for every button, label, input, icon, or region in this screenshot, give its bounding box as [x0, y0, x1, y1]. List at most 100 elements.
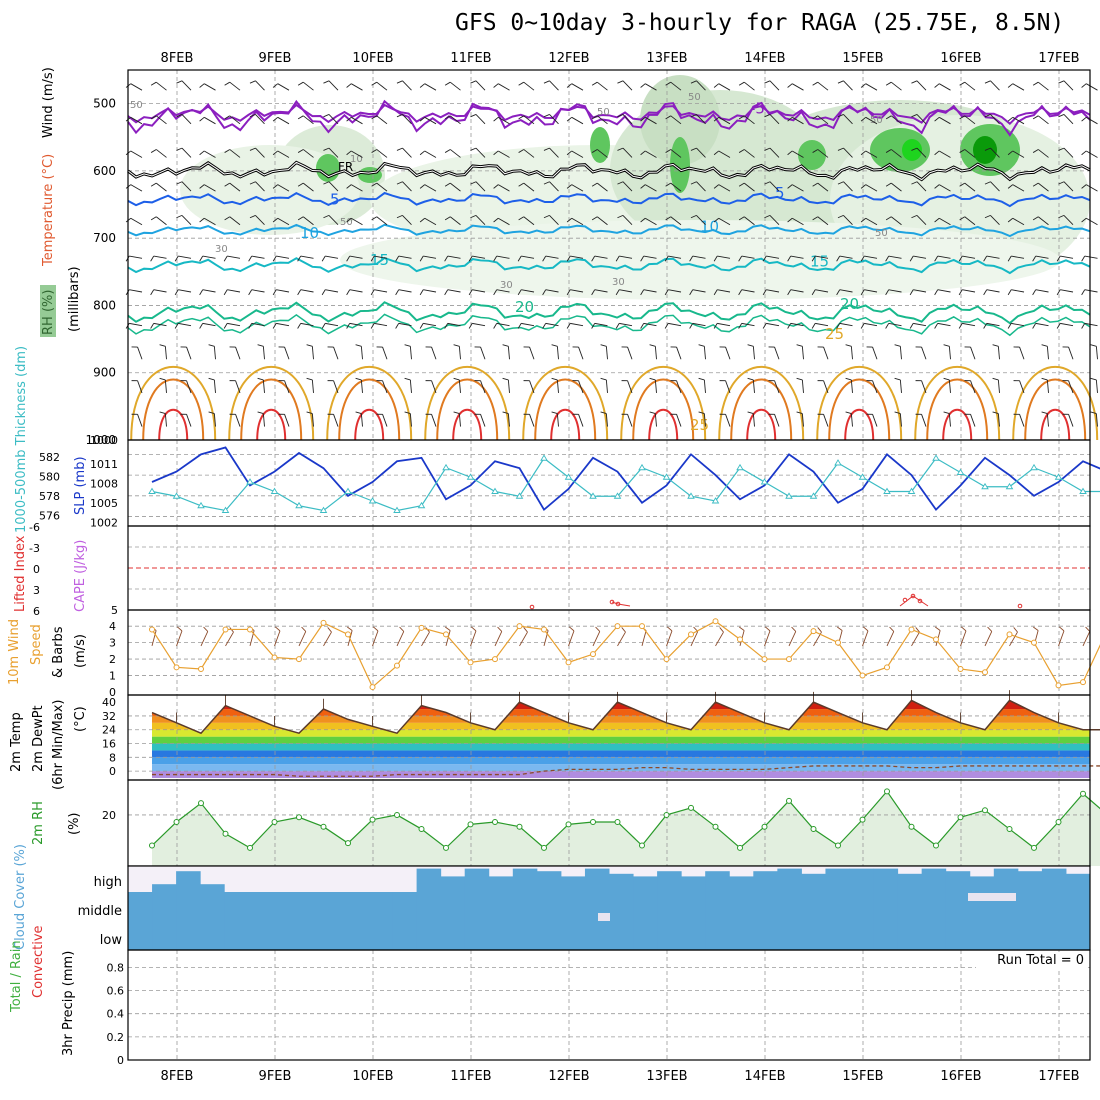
cloud-bar — [1017, 871, 1043, 892]
wind-barb — [255, 181, 265, 192]
wind-barb-flag — [249, 147, 256, 151]
temp-tick: 0 — [109, 765, 116, 778]
wind-barb — [743, 81, 755, 91]
wind-barb — [970, 414, 976, 427]
wind-barb-flag — [719, 627, 724, 633]
wind-barb — [277, 150, 290, 158]
wind-barb — [990, 147, 1000, 158]
wind-barb-flag — [1033, 626, 1039, 631]
rh-contour-label: 30 — [500, 280, 513, 291]
wind-barb — [164, 346, 167, 360]
run-total-box — [976, 952, 1088, 969]
rh2m-point — [516, 823, 523, 830]
date-label-bottom: 17FEB — [1038, 1069, 1079, 1084]
wind-barb-flag — [689, 289, 694, 296]
wind-barb-flag — [150, 81, 157, 86]
wind-barb-flag — [419, 289, 424, 296]
ylabel-ms: (m/s) — [73, 634, 88, 668]
wind-barb — [1086, 217, 1098, 226]
wind-barb-flag — [404, 411, 411, 415]
wind-barb — [202, 255, 216, 259]
cloud-bar — [993, 921, 1019, 950]
wind-barb — [130, 83, 143, 91]
cloud-bar — [945, 871, 971, 892]
wind-speed-point — [590, 651, 596, 658]
wind-barb — [696, 215, 706, 226]
wind-barb — [213, 346, 216, 360]
wind-barb — [921, 380, 927, 394]
wind-speed-line — [151, 620, 1100, 689]
cloud-bar — [152, 892, 177, 921]
wind-barb — [937, 322, 951, 327]
wind-barb-flag — [698, 377, 705, 381]
wind-barb-flag — [543, 147, 550, 151]
wind-barb — [752, 413, 755, 427]
wind-barb-flag — [796, 377, 803, 381]
wind-barb-flag — [959, 115, 965, 120]
wind-barb — [970, 346, 976, 360]
wind-barb-flag — [566, 289, 571, 296]
cloud-bar — [296, 921, 321, 950]
rh2m-point — [590, 819, 596, 825]
cloud-bar — [248, 921, 273, 950]
wind-barb — [360, 379, 363, 393]
wind-barb — [1084, 255, 1098, 259]
rh2m-point — [394, 811, 400, 818]
cloud-bar — [897, 873, 923, 892]
wind-barb — [255, 215, 265, 226]
wind-barb-flag — [199, 289, 204, 296]
wind-barb — [507, 346, 510, 360]
wind-barb-flag — [640, 83, 646, 88]
wind-barb — [458, 379, 461, 393]
thickness-tick: 576 — [39, 510, 60, 523]
wind-barb-flag — [992, 411, 999, 415]
wind-barb-flag — [860, 255, 865, 262]
cloud-bar — [729, 892, 754, 921]
rh2m-point — [639, 842, 645, 849]
wind-barb-flag — [894, 344, 901, 347]
rh2m-area — [152, 791, 1100, 866]
temp-band — [152, 729, 1090, 737]
isotherm-diurnal — [620, 366, 707, 441]
wind-barb-flag — [453, 377, 460, 381]
wind-barb — [376, 149, 388, 158]
wind-barb-flag — [713, 184, 720, 189]
wind-barb-flag — [600, 344, 607, 347]
rh2m-point — [222, 830, 229, 837]
temp-band — [152, 715, 1090, 723]
wind-barb — [1012, 217, 1025, 226]
wind-barb-flag — [493, 116, 499, 122]
wind-barb-flag — [934, 83, 940, 88]
run-total-label: Run Total = 0 — [997, 953, 1084, 968]
wind-barb-flag — [909, 289, 914, 296]
wind-barb — [402, 181, 412, 192]
wind-barb — [764, 630, 771, 647]
cloud-bar — [1017, 892, 1043, 921]
wind-barb — [449, 216, 461, 226]
wind-barb-flag — [915, 627, 920, 633]
cloud-bar — [512, 892, 538, 921]
wind-barb — [743, 115, 755, 125]
wind-speed-point — [443, 631, 449, 638]
wind-barb-flag — [297, 289, 302, 296]
wind-barb — [1035, 289, 1049, 293]
wind-barb-flag — [199, 323, 204, 329]
wind-barb — [229, 81, 241, 91]
rh2m-point — [369, 816, 376, 823]
date-label-bottom: 11FEB — [450, 1069, 491, 1084]
wind-barb-flag — [453, 411, 460, 415]
wind-barb — [409, 346, 412, 360]
wind-barb — [449, 182, 461, 192]
wind-barb-flag — [1032, 255, 1037, 262]
thickness-point — [662, 473, 671, 480]
wind-barb — [890, 115, 902, 125]
wind-barb-flag — [404, 377, 411, 381]
wind-barb-flag — [713, 323, 718, 329]
date-label-top: 16FEB — [940, 51, 981, 66]
wind-barb — [815, 255, 829, 259]
rh-high-shading — [670, 137, 690, 193]
wind-barb-flag — [177, 626, 183, 632]
wind-barb — [741, 289, 755, 293]
wind-barb-flag — [911, 181, 918, 185]
wind-barb — [1060, 289, 1074, 293]
